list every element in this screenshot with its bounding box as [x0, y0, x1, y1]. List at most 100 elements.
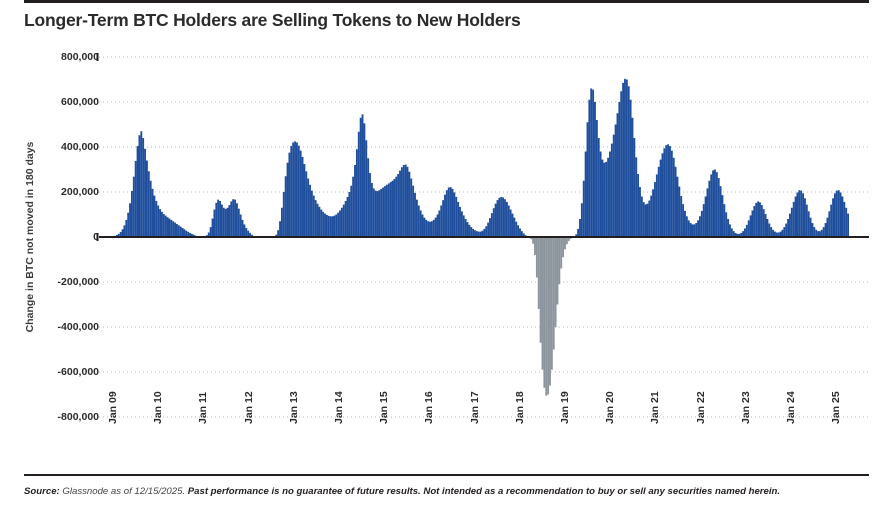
- bar: [730, 228, 733, 237]
- bar: [213, 209, 216, 237]
- bar: [772, 229, 775, 237]
- bar: [417, 205, 420, 237]
- bar: [399, 170, 401, 238]
- bar: [222, 207, 225, 237]
- bar: [123, 225, 126, 237]
- bar: [348, 192, 351, 237]
- bar: [519, 228, 521, 237]
- bar: [719, 186, 722, 237]
- bar: [190, 233, 193, 237]
- bar: [483, 228, 486, 237]
- bar: [470, 227, 473, 237]
- bar: [839, 192, 842, 237]
- bar: [560, 237, 563, 269]
- bar: [665, 145, 668, 237]
- bar: [738, 233, 741, 237]
- bar: [712, 170, 715, 237]
- bar: [149, 180, 152, 237]
- bar: [219, 201, 221, 237]
- bar: [132, 176, 135, 237]
- x-tick-label: Jan 11: [197, 391, 210, 424]
- bar: [209, 227, 212, 237]
- bar: [659, 159, 662, 237]
- bar: [299, 150, 302, 237]
- bar: [147, 171, 150, 237]
- bar: [815, 229, 818, 237]
- bar: [177, 225, 180, 237]
- bar: [174, 222, 176, 237]
- x-tick-label: Jan 14: [332, 391, 345, 424]
- bar: [824, 223, 827, 237]
- bar: [406, 166, 409, 237]
- bar: [609, 151, 611, 237]
- bar: [365, 140, 368, 237]
- bar: [699, 216, 701, 237]
- bar: [189, 232, 191, 237]
- bar: [324, 213, 326, 237]
- bar: [804, 198, 806, 237]
- bar: [352, 176, 355, 237]
- bar: [599, 151, 602, 237]
- bar: [734, 232, 737, 237]
- bar: [129, 203, 131, 237]
- bar: [385, 184, 388, 237]
- bar: [297, 145, 300, 237]
- bar: [217, 199, 220, 237]
- bar: [770, 227, 773, 237]
- bar: [487, 222, 490, 237]
- bar: [367, 158, 370, 237]
- bar: [556, 237, 559, 305]
- bar: [168, 218, 171, 237]
- bottom-rule: [24, 474, 869, 476]
- bar: [723, 204, 726, 237]
- bar: [393, 178, 396, 237]
- bar: [159, 209, 161, 237]
- bar: [674, 166, 677, 237]
- bar: [552, 237, 555, 350]
- bar: [136, 146, 139, 237]
- bar: [249, 232, 251, 237]
- bar: [601, 159, 604, 237]
- bar: [444, 194, 446, 237]
- bar: [333, 215, 336, 238]
- bar: [543, 237, 546, 388]
- bar: [117, 233, 120, 237]
- bar: [789, 213, 791, 237]
- bar: [502, 197, 505, 237]
- bar: [828, 211, 831, 237]
- top-rule: [24, 0, 869, 3]
- bar: [554, 237, 557, 327]
- bar: [545, 237, 548, 396]
- bar: [307, 178, 310, 237]
- bar: [346, 196, 349, 237]
- bar: [764, 214, 767, 237]
- y-tick-label: 800,000: [61, 51, 99, 63]
- bar: [310, 190, 313, 237]
- bar: [282, 192, 285, 237]
- bar: [391, 180, 394, 237]
- y-axis-ticks: 800,000 600,000 400,000 200,000 0 -200,000 -40…: [0, 0, 99, 508]
- x-tick-label: Jan 10: [152, 391, 165, 424]
- bar: [537, 237, 540, 309]
- bar: [489, 218, 491, 237]
- bar: [350, 185, 353, 237]
- bar: [226, 207, 229, 237]
- bar: [153, 195, 156, 237]
- bar: [472, 228, 475, 237]
- bar: [689, 223, 692, 237]
- bar: [834, 193, 836, 237]
- bar: [245, 228, 248, 237]
- bar: [805, 204, 808, 237]
- bar: [603, 162, 606, 237]
- bar: [586, 122, 589, 237]
- bar: [436, 214, 439, 237]
- bar: [584, 151, 587, 237]
- bar: [509, 209, 512, 237]
- bar: [680, 196, 683, 237]
- bar: [541, 237, 544, 370]
- bar: [549, 237, 551, 386]
- bar: [224, 208, 227, 238]
- bar: [779, 231, 782, 237]
- bar: [757, 201, 760, 237]
- bar: [243, 224, 246, 237]
